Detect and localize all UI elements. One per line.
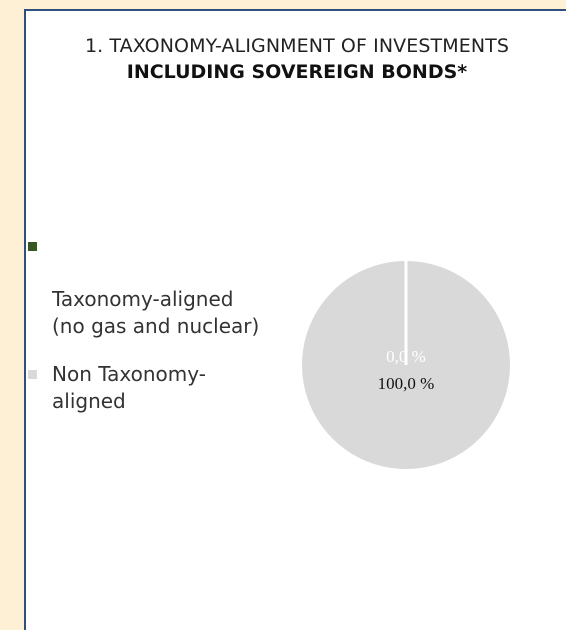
data-label-taxonomy-aligned: 0,0 % bbox=[386, 347, 426, 366]
legend-label-taxonomy-aligned-line-2: (no gas and nuclear) bbox=[52, 314, 260, 338]
legend-swatch-non-taxonomy-aligned bbox=[28, 370, 37, 379]
data-label-non-taxonomy-aligned: 100,0 % bbox=[378, 374, 435, 393]
legend-swatch-taxonomy-aligned bbox=[28, 242, 37, 251]
legend-label-non-taxonomy-aligned: Non Taxonomy- aligned bbox=[52, 361, 206, 415]
pie-slices bbox=[302, 261, 510, 469]
legend-label-non-taxonomy-aligned-line-2: aligned bbox=[52, 389, 126, 413]
chart-title-line-2: INCLUDING SOVEREIGN BONDS* bbox=[126, 61, 468, 83]
legend-label-taxonomy-aligned-line-1: Taxonomy-aligned bbox=[52, 287, 234, 311]
chart-title-line-1: 1. TAXONOMY-ALIGNMENT OF INVESTMENTS bbox=[84, 35, 510, 57]
legend-label-non-taxonomy-aligned-line-1: Non Taxonomy- bbox=[52, 362, 206, 386]
legend-label-taxonomy-aligned: Taxonomy-aligned (no gas and nuclear) bbox=[52, 286, 259, 340]
pie-labels: 0,0 % 100,0 % bbox=[378, 347, 435, 393]
